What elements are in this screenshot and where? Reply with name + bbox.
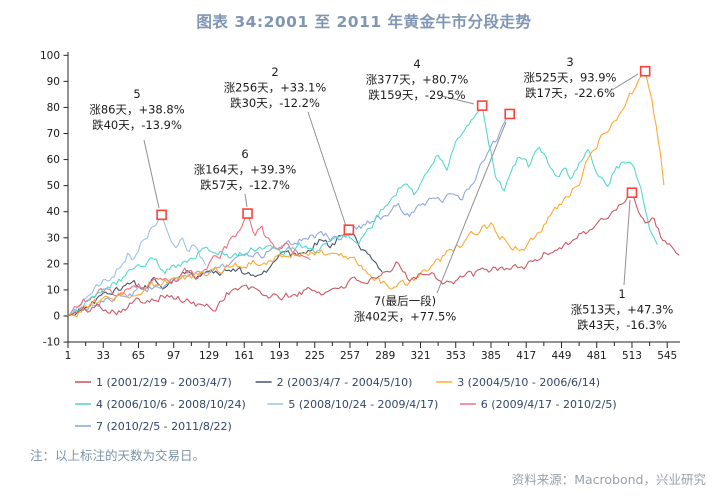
annotation-2: 2 涨256天，+33.1%跌30天，-12.2% [224,65,327,110]
annotation-6: 6 涨164天，+39.3%跌57天，-12.7% [194,147,297,192]
series-2-peak-marker [343,224,355,236]
x-tick-label: 417 [516,350,536,362]
annotation-5-leader-line [143,139,160,209]
annotation-4-leader-line [441,95,475,105]
legend-item-1: 1 (2001/2/19 - 2003/4/7) [96,376,232,389]
x-tick-label: 1 [65,350,72,362]
series-4-peak-marker [476,100,488,111]
x-tick-label: 65 [132,350,145,362]
series-1-line [67,192,680,317]
annotation-3-leader-line [611,73,639,91]
annotation-6-leader-line [244,193,248,208]
x-tick-label: 129 [199,350,219,362]
series-5-line [67,216,207,317]
series-3-peak-marker [639,65,651,77]
legend-item-7: 7 (2010/2/5 - 2011/8/22) [96,420,232,433]
annotation-5-line: 涨86天，+38.8% [89,103,184,117]
annotation-2-line: 涨256天，+33.1% [224,81,327,95]
annotation-5-line: 5 [133,87,140,101]
chart-title: 图表 34:2001 至 2011 年黄金牛市分段走势 [196,13,532,31]
annotation-6-line: 跌57天，-12.7% [200,178,290,192]
annotation-1-line: 跌43天，-16.3% [577,318,667,332]
x-tick-label: 161 [234,350,254,362]
annotation-7-line: 7(最后一段) [374,294,436,308]
annotation-3-line: 3 [566,55,573,69]
y-tick-label: 0 [53,311,60,323]
annotation-7-leader-line [436,121,507,294]
series-3-line [67,70,665,318]
footnote: 注：以上标注的天数为交易日。 [30,448,206,463]
source-attribution: 资料来源：Macrobond，兴业研究 [511,472,706,487]
x-tick-label: 385 [481,350,501,362]
x-tick-label: 193 [269,350,289,362]
annotation-3: 3 涨525天，93.9%跌17天，-22.6% [524,55,617,100]
annotation-7-line: 涨402天，+77.5% [354,310,457,324]
y-tick-label: 60 [47,154,60,166]
annotation-3-line: 跌17天，-22.6% [525,86,615,100]
y-tick-label: -10 [43,337,60,349]
series-5-peak-marker [156,209,167,221]
annotation-3-line: 涨525天，93.9% [524,71,617,85]
annotation-1: 1 涨513天，+47.3%跌43天，-16.3% [571,287,674,332]
legend-item-2: 2 (2003/4/7 - 2004/5/10) [277,376,413,389]
series-6-line [67,215,311,317]
x-tick-label: 481 [587,350,607,362]
annotation-6-line: 涨164天，+39.3% [194,163,297,177]
legend-item-3: 3 (2004/5/10 - 2006/6/14) [457,376,600,389]
annotation-4-line: 4 [413,57,420,71]
annotation-1-line: 1 [618,287,625,301]
x-tick-label: 513 [622,350,642,362]
annotation-2-line: 2 [271,65,278,79]
legend-item-6: 6 (2009/4/17 - 2010/2/5) [481,398,617,411]
y-tick-label: 90 [47,76,60,88]
x-tick-label: 225 [305,350,325,362]
series-7-peak-marker [504,108,516,120]
y-tick-label: 30 [47,232,60,244]
y-tick-label: 40 [47,206,60,218]
series-6-peak-marker [242,208,253,219]
annotation-1-line: 涨513天，+47.3% [571,303,674,317]
legend-item-5: 5 (2008/10/24 - 2009/4/17) [288,398,438,411]
x-tick-label: 97 [167,350,180,362]
y-tick-label: 80 [47,102,60,114]
annotation-4: 4 涨377天，+80.7%跌159天，-29.5% [366,57,469,102]
x-tick-label: 545 [657,350,677,362]
annotation-5-line: 跌40天，-13.9% [92,118,182,132]
y-tick-label: 10 [47,284,60,296]
y-tick-label: 20 [47,258,60,270]
y-tick-label: 70 [47,128,60,140]
x-tick-label: 289 [375,350,395,362]
annotation-7: 7(最后一段) 涨402天，+77.5% [354,294,457,324]
annotation-2-line: 跌30天，-12.2% [230,96,320,110]
x-tick-label: 33 [97,350,110,362]
legend-item-4: 4 (2006/10/6 - 2008/10/24) [96,398,246,411]
annotation-6-line: 6 [241,147,248,161]
annotation-5: 5 涨86天，+38.8%跌40天，-13.9% [89,87,184,132]
x-tick-label: 353 [446,350,466,362]
series-1-peak-marker [626,187,638,198]
annotation-4-line: 跌159天，-29.5% [368,88,465,102]
y-tick-label: 100 [40,50,60,62]
series-4-line [67,105,658,317]
series-2-line [67,229,383,317]
annotation-4-line: 涨377天，+80.7% [366,73,469,87]
y-tick-label: 50 [47,180,60,192]
annotation-1-leader-line [623,199,631,286]
annotation-2-leader-line [307,111,347,227]
x-tick-label: 449 [551,350,571,362]
x-tick-label: 321 [410,350,430,362]
x-tick-label: 257 [340,350,360,362]
